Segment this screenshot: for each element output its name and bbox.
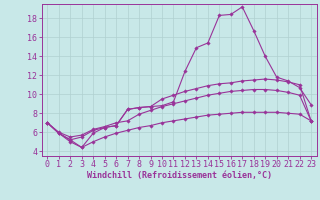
X-axis label: Windchill (Refroidissement éolien,°C): Windchill (Refroidissement éolien,°C) <box>87 171 272 180</box>
